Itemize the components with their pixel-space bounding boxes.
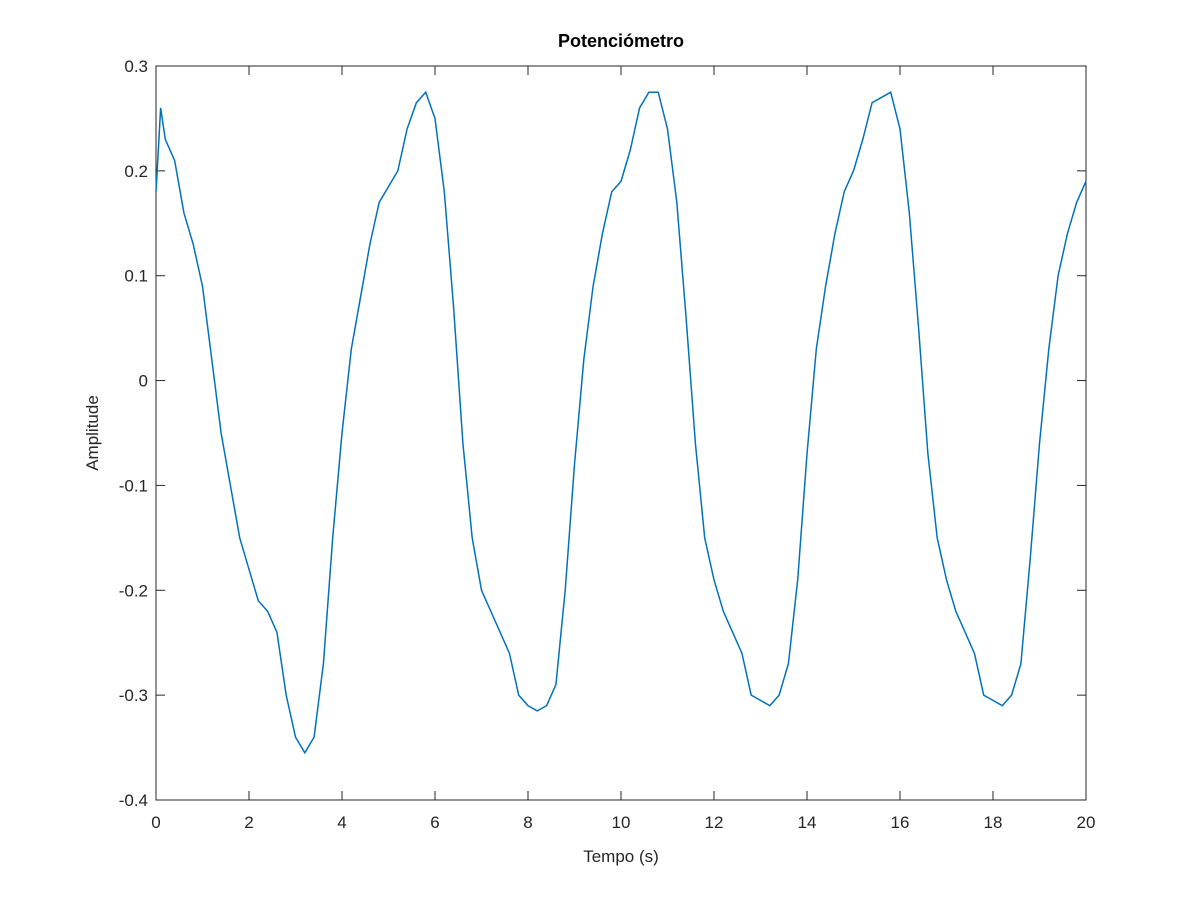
x-tick-label: 4	[337, 813, 346, 832]
x-tick-label: 20	[1077, 813, 1096, 832]
x-tick-label: 14	[798, 813, 817, 832]
y-tick-label: 0	[139, 372, 148, 391]
chart-title: Potenciómetro	[558, 31, 684, 51]
x-tick-label: 2	[244, 813, 253, 832]
y-tick-label: -0.3	[119, 686, 148, 705]
axes-box	[155, 65, 1087, 801]
x-tick-label: 8	[523, 813, 532, 832]
x-axis-label: Tempo (s)	[583, 847, 659, 866]
x-tick-label: 6	[430, 813, 439, 832]
y-tick-label: 0.2	[124, 162, 148, 181]
y-tick-label: -0.1	[119, 476, 148, 495]
x-tick-label: 0	[151, 813, 160, 832]
y-tick-label: 0.3	[124, 57, 148, 76]
x-tick-label: 10	[612, 813, 631, 832]
y-tick-label: -0.4	[119, 791, 148, 810]
y-tick-label: -0.2	[119, 581, 148, 600]
x-tick-label: 12	[705, 813, 724, 832]
x-tick-label: 16	[891, 813, 910, 832]
x-tick-label: 18	[984, 813, 1003, 832]
y-axis-label: Amplitude	[83, 395, 102, 471]
data-line	[155, 90, 1087, 755]
y-tick-label: 0.1	[124, 267, 148, 286]
